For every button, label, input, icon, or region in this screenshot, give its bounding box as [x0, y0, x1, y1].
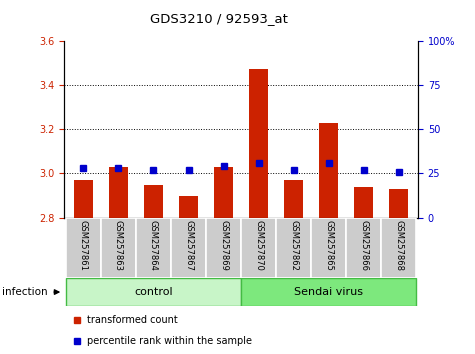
Text: GSM257869: GSM257869 [219, 219, 228, 270]
Text: percentile rank within the sample: percentile rank within the sample [87, 336, 252, 346]
Text: GSM257865: GSM257865 [324, 219, 333, 270]
FancyBboxPatch shape [66, 218, 101, 278]
Bar [109, 167, 128, 218]
FancyBboxPatch shape [241, 218, 276, 278]
Text: GSM257867: GSM257867 [184, 219, 193, 270]
Text: GSM257868: GSM257868 [394, 219, 403, 270]
Bar [74, 180, 93, 218]
Bar [319, 122, 338, 218]
Bar [354, 187, 373, 218]
Text: GSM257866: GSM257866 [359, 219, 368, 270]
Bar [249, 69, 268, 218]
Bar [144, 184, 163, 218]
FancyBboxPatch shape [101, 218, 136, 278]
FancyBboxPatch shape [136, 218, 171, 278]
Bar [179, 196, 198, 218]
FancyBboxPatch shape [206, 218, 241, 278]
Text: GSM257864: GSM257864 [149, 219, 158, 270]
Text: GSM257870: GSM257870 [254, 219, 263, 270]
Text: GSM257861: GSM257861 [79, 219, 88, 270]
FancyBboxPatch shape [66, 278, 241, 306]
Text: transformed count: transformed count [87, 315, 178, 325]
FancyBboxPatch shape [381, 218, 416, 278]
Text: GDS3210 / 92593_at: GDS3210 / 92593_at [150, 12, 287, 25]
FancyBboxPatch shape [171, 218, 206, 278]
Bar [389, 189, 408, 218]
FancyBboxPatch shape [346, 218, 381, 278]
FancyBboxPatch shape [241, 278, 416, 306]
Bar [284, 180, 303, 218]
Text: control: control [134, 287, 173, 297]
Text: GSM257862: GSM257862 [289, 219, 298, 270]
FancyBboxPatch shape [311, 218, 346, 278]
Text: GSM257863: GSM257863 [114, 219, 123, 270]
Text: infection: infection [2, 287, 48, 297]
Bar [214, 167, 233, 218]
Text: Sendai virus: Sendai virus [294, 287, 363, 297]
FancyBboxPatch shape [276, 218, 311, 278]
